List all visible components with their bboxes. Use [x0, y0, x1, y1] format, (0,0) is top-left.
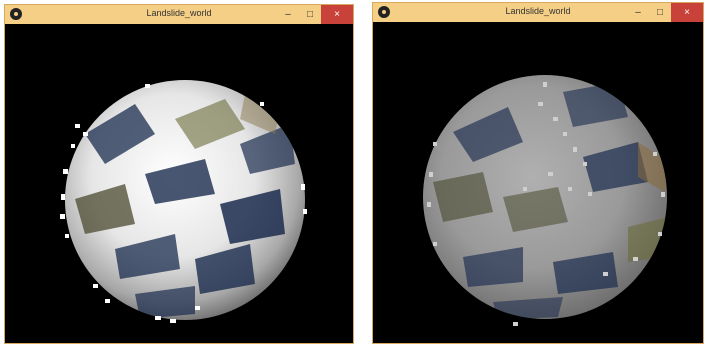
app-window-2: Landslide_world – □ × [372, 2, 704, 344]
close-button[interactable]: × [321, 5, 353, 24]
title-bar[interactable]: Landslide_world – □ × [5, 5, 353, 24]
app-icon[interactable] [378, 6, 390, 18]
landslide-particles [427, 82, 665, 326]
window-title: Landslide_world [146, 8, 212, 18]
terrain-patches [433, 82, 667, 319]
minimize-button[interactable]: – [285, 9, 291, 20]
sphere-render [423, 75, 667, 326]
title-bar[interactable]: Landslide_world – □ × [373, 3, 703, 22]
sphere-render [60, 80, 307, 323]
render-canvas[interactable] [373, 22, 703, 343]
render-canvas[interactable] [5, 24, 353, 343]
landslide-particles [60, 84, 307, 323]
window-title: Landslide_world [505, 6, 571, 16]
maximize-button[interactable]: □ [306, 9, 314, 20]
close-button[interactable]: × [671, 3, 703, 22]
maximize-button[interactable]: □ [656, 7, 664, 18]
app-window-1: Landslide_world – □ × [4, 4, 354, 344]
app-icon[interactable] [10, 8, 22, 20]
minimize-button[interactable]: – [635, 7, 641, 18]
terrain-patches [75, 94, 295, 319]
